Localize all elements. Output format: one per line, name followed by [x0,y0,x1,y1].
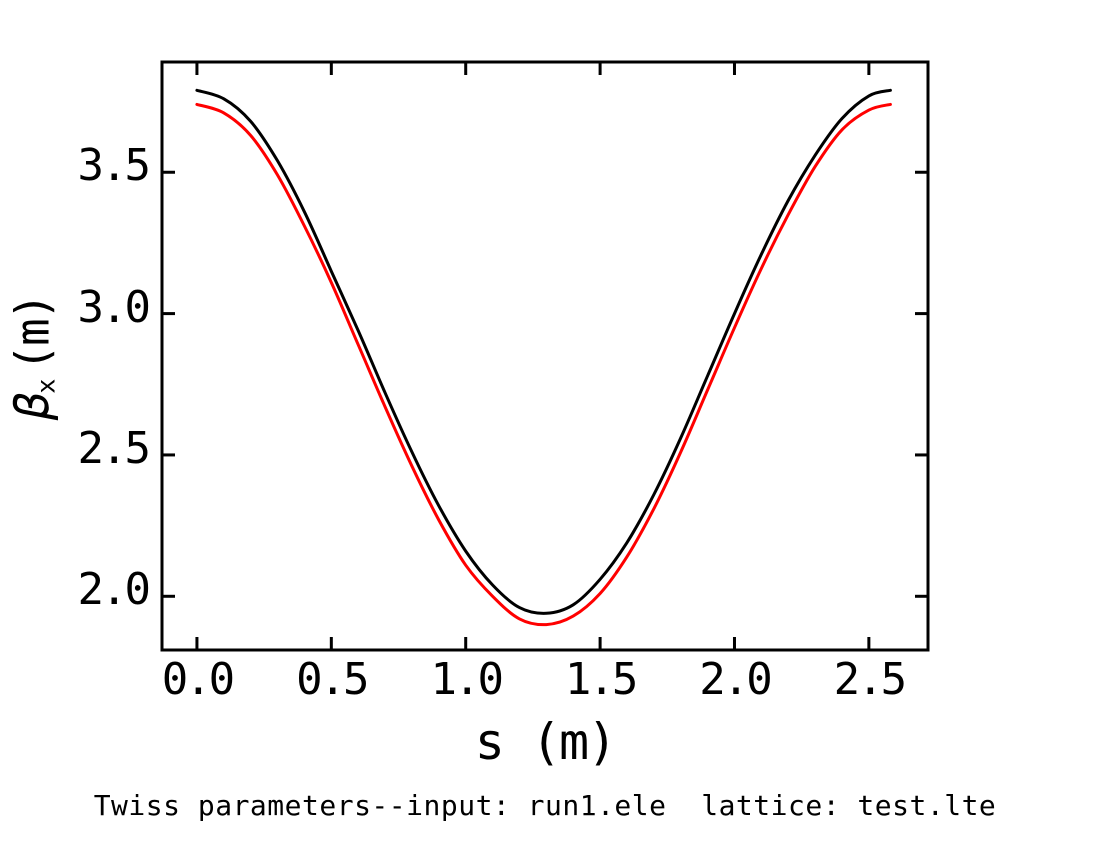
x-tick-label: 1.0 [430,654,504,705]
plot-caption: Twiss parameters--input: run1.ele lattic… [93,789,997,822]
y-tick-label: 3.0 [77,281,151,333]
plot-frame [160,60,930,652]
curve-red [195,102,892,627]
y-tick-label: 2.0 [77,564,151,616]
x-tick-label: 1.5 [564,654,639,705]
beta-symbol: β [5,393,60,420]
x-tick-label: 2.5 [833,654,908,705]
x-tick-label: 0.5 [296,654,370,705]
y-axis-title: βx (m) [6,295,63,420]
x-tick-label: 2.0 [699,654,773,705]
x-axis-title: s (m) [474,713,618,771]
x-tick-label: 0.0 [161,654,236,705]
y-tick-label: 2.5 [77,422,151,474]
beta-subscript: x [31,380,61,394]
y-axis-units: (m) [5,294,60,372]
curve-black [195,88,892,615]
y-tick-label: 3.5 [77,140,151,192]
